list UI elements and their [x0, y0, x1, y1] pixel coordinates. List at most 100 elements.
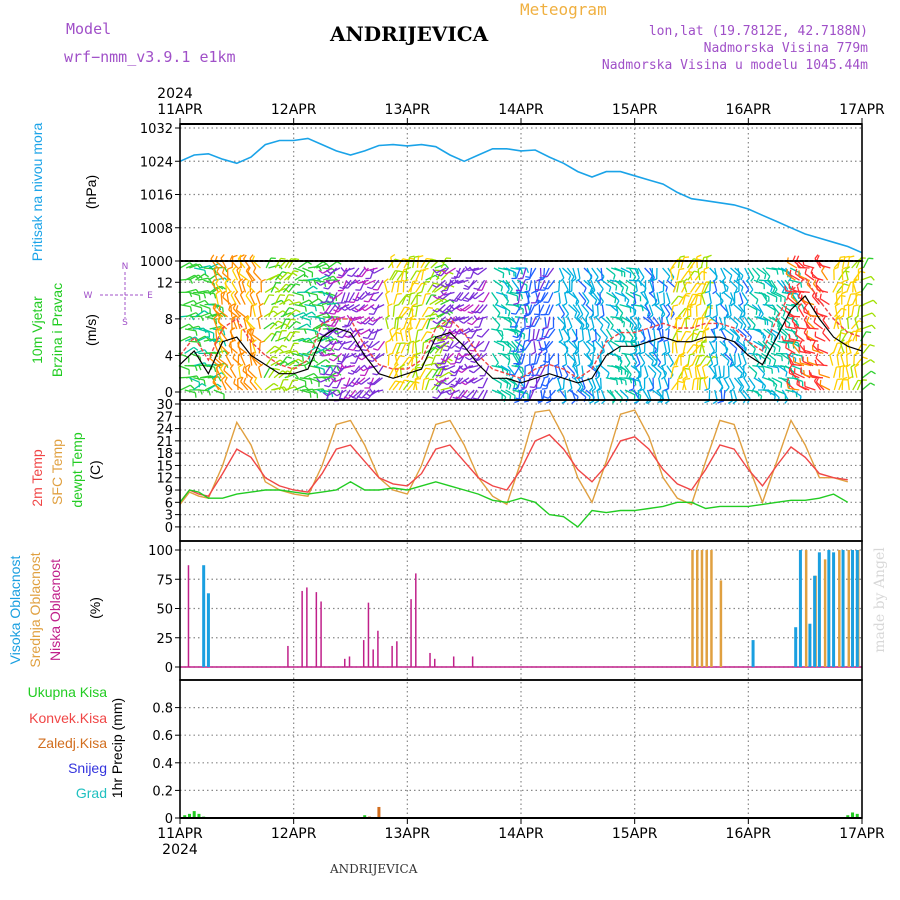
wind-barb-flag	[795, 329, 798, 335]
wind-barb	[566, 267, 575, 278]
wind-barb-flag	[342, 285, 348, 289]
wind-barb	[779, 352, 790, 361]
wind-barb-flag	[360, 352, 366, 357]
precip-ytick-label: 0.6	[152, 729, 173, 744]
precip-ytick-label: 0.4	[152, 757, 173, 772]
wind-barb	[414, 342, 418, 354]
wind-barb	[782, 291, 794, 295]
wind-barb-flag	[214, 268, 217, 274]
wind-barb	[733, 365, 743, 374]
wind-barb-flag	[260, 278, 266, 283]
wind-barb-flag	[513, 383, 516, 389]
wind-gust-series-line	[179, 276, 863, 380]
wind-barb-flag	[351, 381, 357, 386]
wind-barb-flag	[433, 383, 440, 387]
wind-barb-flag	[595, 302, 601, 306]
wind-barb	[733, 304, 743, 313]
low-cloud-bar	[362, 640, 365, 667]
low-cloud-bar	[452, 656, 455, 667]
wind-barb-flag	[344, 324, 350, 327]
wind-barb-flag	[640, 276, 645, 282]
wind-barb-flag	[451, 299, 457, 302]
mid-cloud-bar	[804, 550, 808, 667]
wind-barb-flag	[815, 353, 819, 359]
wind-barb	[477, 267, 487, 276]
wind-barb-flag	[653, 373, 657, 379]
wind-barb-flag	[399, 355, 405, 358]
wind-barb	[857, 305, 861, 317]
wind-barb-flag	[229, 364, 234, 369]
wind-barb	[746, 340, 756, 350]
wind-barb-flag	[663, 339, 669, 343]
wind-barb-flag	[470, 295, 476, 300]
wind-barb-flag	[625, 286, 629, 292]
temperature-ytick-label: 27	[156, 410, 173, 425]
wind-barb	[562, 279, 569, 291]
wind-barb-flag	[319, 345, 325, 349]
wind-barb	[566, 352, 576, 362]
wind-barb	[458, 316, 470, 321]
wind-barb-flag	[676, 315, 682, 319]
wind-barb	[472, 267, 484, 272]
wind-barb	[483, 340, 490, 352]
wind-barb	[215, 293, 219, 305]
wind-barb	[835, 318, 840, 330]
wind-barb	[231, 282, 239, 293]
wind-barb	[279, 271, 289, 281]
wind-barb	[766, 328, 777, 337]
wind-barb-flag	[564, 339, 570, 343]
wind-barb-flag	[607, 323, 610, 329]
wind-barb-flag	[204, 273, 209, 278]
wind-barb-flag	[624, 341, 628, 347]
wind-barb-flag	[213, 293, 217, 299]
wind-barb-flag	[869, 344, 875, 347]
wind-barb-flag	[782, 311, 786, 317]
wind-barb	[264, 382, 275, 391]
wind-barb	[352, 389, 362, 398]
wind-barb	[334, 377, 346, 383]
wind-barb	[199, 312, 211, 318]
wind-barb-flag	[804, 303, 809, 309]
wind-barb-flag	[738, 375, 744, 379]
wind-barb-flag	[400, 363, 406, 368]
wind-barb-flag	[688, 363, 694, 368]
wind-barb-flag	[773, 347, 776, 353]
high-cloud-bar	[841, 550, 845, 667]
wind-barb	[411, 342, 415, 354]
wind-barb	[663, 292, 666, 304]
wind-barb	[658, 279, 668, 288]
wind-barb	[704, 330, 707, 342]
wind-speed-series-line	[179, 295, 863, 384]
wind-barb	[792, 344, 801, 354]
wind-barb	[520, 279, 526, 291]
wind-barb-flag	[665, 326, 670, 331]
wind-barb	[533, 316, 541, 327]
wind-barb	[511, 279, 520, 290]
wind-barb-flag	[333, 309, 339, 313]
wind-barb	[701, 366, 706, 378]
wind-barb	[385, 342, 388, 354]
wind-barb-flag	[434, 363, 439, 369]
wind-barb-flag	[815, 284, 818, 290]
wind-barb-flag	[588, 387, 594, 392]
wind-barb-flag	[409, 315, 415, 319]
wind-barb	[424, 379, 430, 391]
wind-barb	[739, 292, 744, 304]
wind-barb	[468, 279, 478, 288]
wind-barb	[431, 283, 440, 293]
year-bottom: 2024	[162, 842, 198, 858]
wind-barb	[817, 289, 829, 294]
wind-barb	[694, 282, 702, 293]
temperature-ytick-label: 21	[156, 435, 173, 450]
wind-barb	[724, 304, 730, 316]
x-tick-bottom: 16APR	[726, 826, 772, 842]
wind-barb-flag	[597, 278, 603, 282]
low-cloud-bar	[396, 641, 398, 667]
wind-barb	[652, 365, 662, 374]
wind-barb-flag	[288, 307, 294, 310]
wind-barb-flag	[322, 334, 328, 338]
wind-barb-flag	[731, 335, 734, 341]
wind-barb-flag	[343, 300, 350, 303]
wind-barb-flag	[440, 325, 446, 328]
wind-barb	[756, 316, 768, 321]
